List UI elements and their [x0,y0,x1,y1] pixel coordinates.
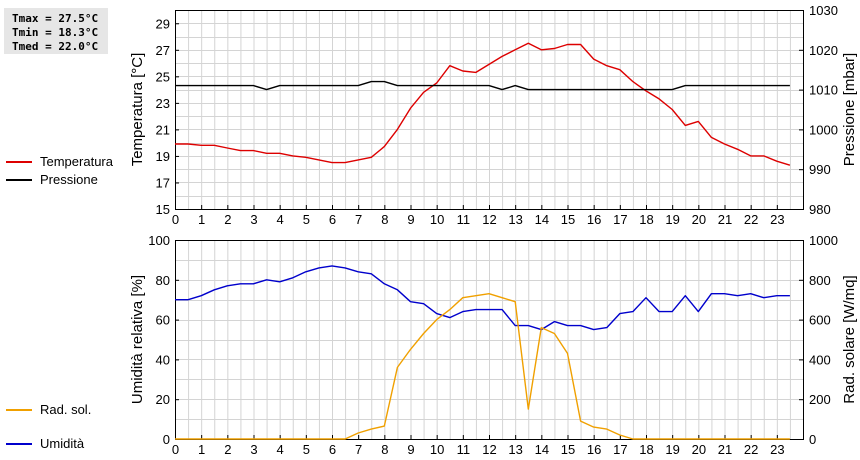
legend-label-pressione: Pressione [40,172,98,187]
hum-x-tick-label: 5 [303,442,310,457]
hum-y-right-tick-label: 400 [809,352,831,367]
temp-x-tick-label: 22 [744,212,758,227]
temp-plot-frame [175,10,804,210]
hum-x-tick-label: 21 [718,442,732,457]
hum-y-right-tick-label: 200 [809,392,831,407]
temp-y-tick-label: 27 [156,43,170,58]
temp-x-tick-label: 0 [172,212,179,227]
temp-x-tick-label: 11 [457,212,471,227]
temp-x-tick-label: 17 [613,212,627,227]
hum-x-tick-label: 8 [381,442,388,457]
hum-y-right-tick-label: 800 [809,273,831,288]
temp-y-tick-label: 25 [156,69,170,84]
temp-y-tick-label: 23 [156,96,170,111]
hum-y-axis-label: Umidità relativa [%] [129,275,146,404]
legend-label-rad-sol: Rad. sol. [40,402,92,417]
temp-y-tick-label: 15 [156,202,170,217]
hum-x-tick-label: 23 [770,442,784,457]
temp-y-right-tick-label: 1010 [809,83,838,98]
hum-x-tick-label: 4 [277,442,284,457]
legend-label-umidita: Umidità [40,436,85,451]
temp-x-tick-label: 23 [770,212,784,227]
temp-x-tick-label: 12 [482,212,496,227]
temp-x-tick-label: 15 [561,212,575,227]
hum-y-right-tick-label: 1000 [809,233,838,248]
temp-y-axis-label: Temperatura [°C] [129,53,146,167]
temp-y-right-tick-label: 1000 [809,122,838,137]
temp-x-tick-label: 1 [198,212,205,227]
temp-y-tick-label: 21 [156,122,170,137]
temp-x-tick-label: 10 [430,212,444,227]
hum-x-tick-label: 9 [407,442,414,457]
legend-swatch-umidita [6,443,32,445]
series-line-umidit [175,265,790,331]
temp-y-right-tick-label: 1020 [809,43,838,58]
hum-y-tick-label: 40 [156,352,170,367]
legend-swatch-temperatura [6,161,32,163]
hum-x-tick-label: 15 [561,442,575,457]
legend-swatch-rad-sol [6,409,32,411]
hum-y-tick-label: 0 [163,432,170,447]
temp-x-tick-label: 14 [535,212,549,227]
legend-swatch-pressione [6,179,32,181]
temp-x-tick-label: 18 [639,212,653,227]
hum-x-tick-label: 18 [639,442,653,457]
hum-y-tick-label: 20 [156,392,170,407]
temp-x-tick-label: 6 [329,212,336,227]
hum-y-tick-label: 60 [156,313,170,328]
hum-x-tick-label: 12 [482,442,496,457]
temp-x-tick-label: 19 [665,212,679,227]
temp-x-tick-label: 3 [250,212,257,227]
hum-x-tick-label: 2 [224,442,231,457]
temp-x-tick-label: 5 [303,212,310,227]
hum-x-tick-label: 1 [198,442,205,457]
hum-y-right-tick-label: 600 [809,313,831,328]
temp-panel: 0 1 2 3 4 5 6 7 8 9 10 11 12 13 14 15 16 17 18 19 20 21 22 2315… [129,3,858,227]
series-line-rad-sol [175,293,790,440]
hum-plot-frame [175,240,804,440]
temp-y-tick-label: 19 [156,149,170,164]
temp-x-tick-label: 2 [224,212,231,227]
hum-x-tick-label: 16 [587,442,601,457]
legend-label-temperatura: Temperatura [40,154,113,169]
temp-y-right-tick-label: 1030 [809,3,838,18]
hum-x-tick-label: 13 [508,442,522,457]
temp-x-tick-label: 16 [587,212,601,227]
hum-x-tick-label: 6 [329,442,336,457]
temp-x-tick-label: 8 [381,212,388,227]
stat-tmax: Tmax = 27.5°C [12,12,99,25]
hum-x-tick-label: 10 [430,442,444,457]
hum-x-tick-label: 11 [457,442,471,457]
hum-x-tick-label: 20 [692,442,706,457]
temp-y-right-tick-label: 980 [809,202,831,217]
temp-x-tick-label: 4 [277,212,284,227]
hum-y-tick-label: 80 [156,273,170,288]
hum-x-tick-label: 19 [665,442,679,457]
temp-y-right-tick-label: 990 [809,162,831,177]
series-line-pressione [175,80,790,91]
hum-x-tick-label: 17 [613,442,627,457]
temp-y-right-axis-label: Pressione [mbar] [841,53,858,166]
stat-tmin: Tmin = 18.3°C [12,26,99,39]
temp-y-tick-label: 17 [156,175,170,190]
hum-x-tick-label: 22 [744,442,758,457]
stats-box: Tmax = 27.5°C Tmin = 18.3°C Tmed = 22.0°… [4,8,108,54]
temp-x-tick-label: 13 [508,212,522,227]
hum-y-right-tick-label: 0 [809,432,816,447]
stat-tmed: Tmed = 22.0°C [12,40,99,53]
hum-x-tick-label: 3 [250,442,257,457]
hum-panel: 0 1 2 3 4 5 6 7 8 9 10 11 12 13 14 15 16 17 18 19 20 21 22 2302… [129,233,858,457]
hum-y-right-axis-label: Rad. solare [W/mq] [841,275,858,403]
temp-x-tick-label: 20 [692,212,706,227]
hum-x-tick-label: 0 [172,442,179,457]
temp-x-tick-label: 9 [407,212,414,227]
hum-x-tick-label: 14 [535,442,549,457]
temp-x-tick-label: 7 [355,212,362,227]
temp-x-tick-label: 21 [718,212,732,227]
series-line-temperatura [175,42,791,166]
hum-y-tick-label: 100 [148,233,170,248]
temp-y-tick-label: 29 [156,16,170,31]
hum-x-tick-label: 7 [355,442,362,457]
